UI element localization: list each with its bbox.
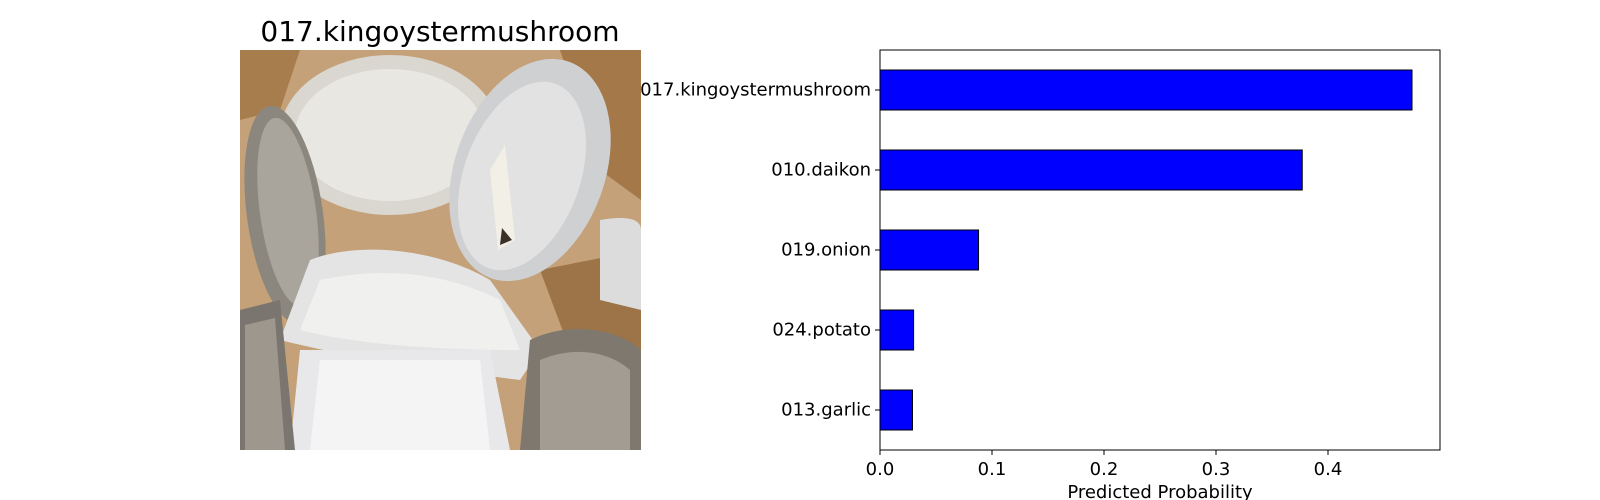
bar-019.onion: [879, 229, 980, 271]
x-tick-label: 0.4: [1314, 459, 1343, 480]
x-tick-label: 0.3: [1202, 459, 1231, 480]
bar-010.daikon: [879, 149, 1303, 191]
bar-013.garlic: [879, 389, 913, 431]
y-tick-label: 017.kingoystermushroom: [640, 80, 871, 101]
image-title: 017.kingoystermushroom: [260, 15, 620, 48]
y-tick-label: 010.daikon: [771, 160, 871, 181]
y-tick-label: 019.onion: [781, 240, 871, 261]
x-tick-label: 0.0: [866, 459, 895, 480]
bar-024.potato: [879, 309, 915, 351]
y-tick-label: 024.potato: [772, 320, 871, 341]
axes-frame: [879, 49, 1441, 451]
bar-017.kingoystermushroom: [879, 69, 1413, 111]
x-tick-label: 0.1: [978, 459, 1007, 480]
y-tick-label: 013.garlic: [781, 400, 871, 421]
mushroom-photo: [240, 50, 641, 450]
x-axis-label: Predicted Probability: [1067, 482, 1253, 500]
x-tick-label: 0.2: [1090, 459, 1119, 480]
